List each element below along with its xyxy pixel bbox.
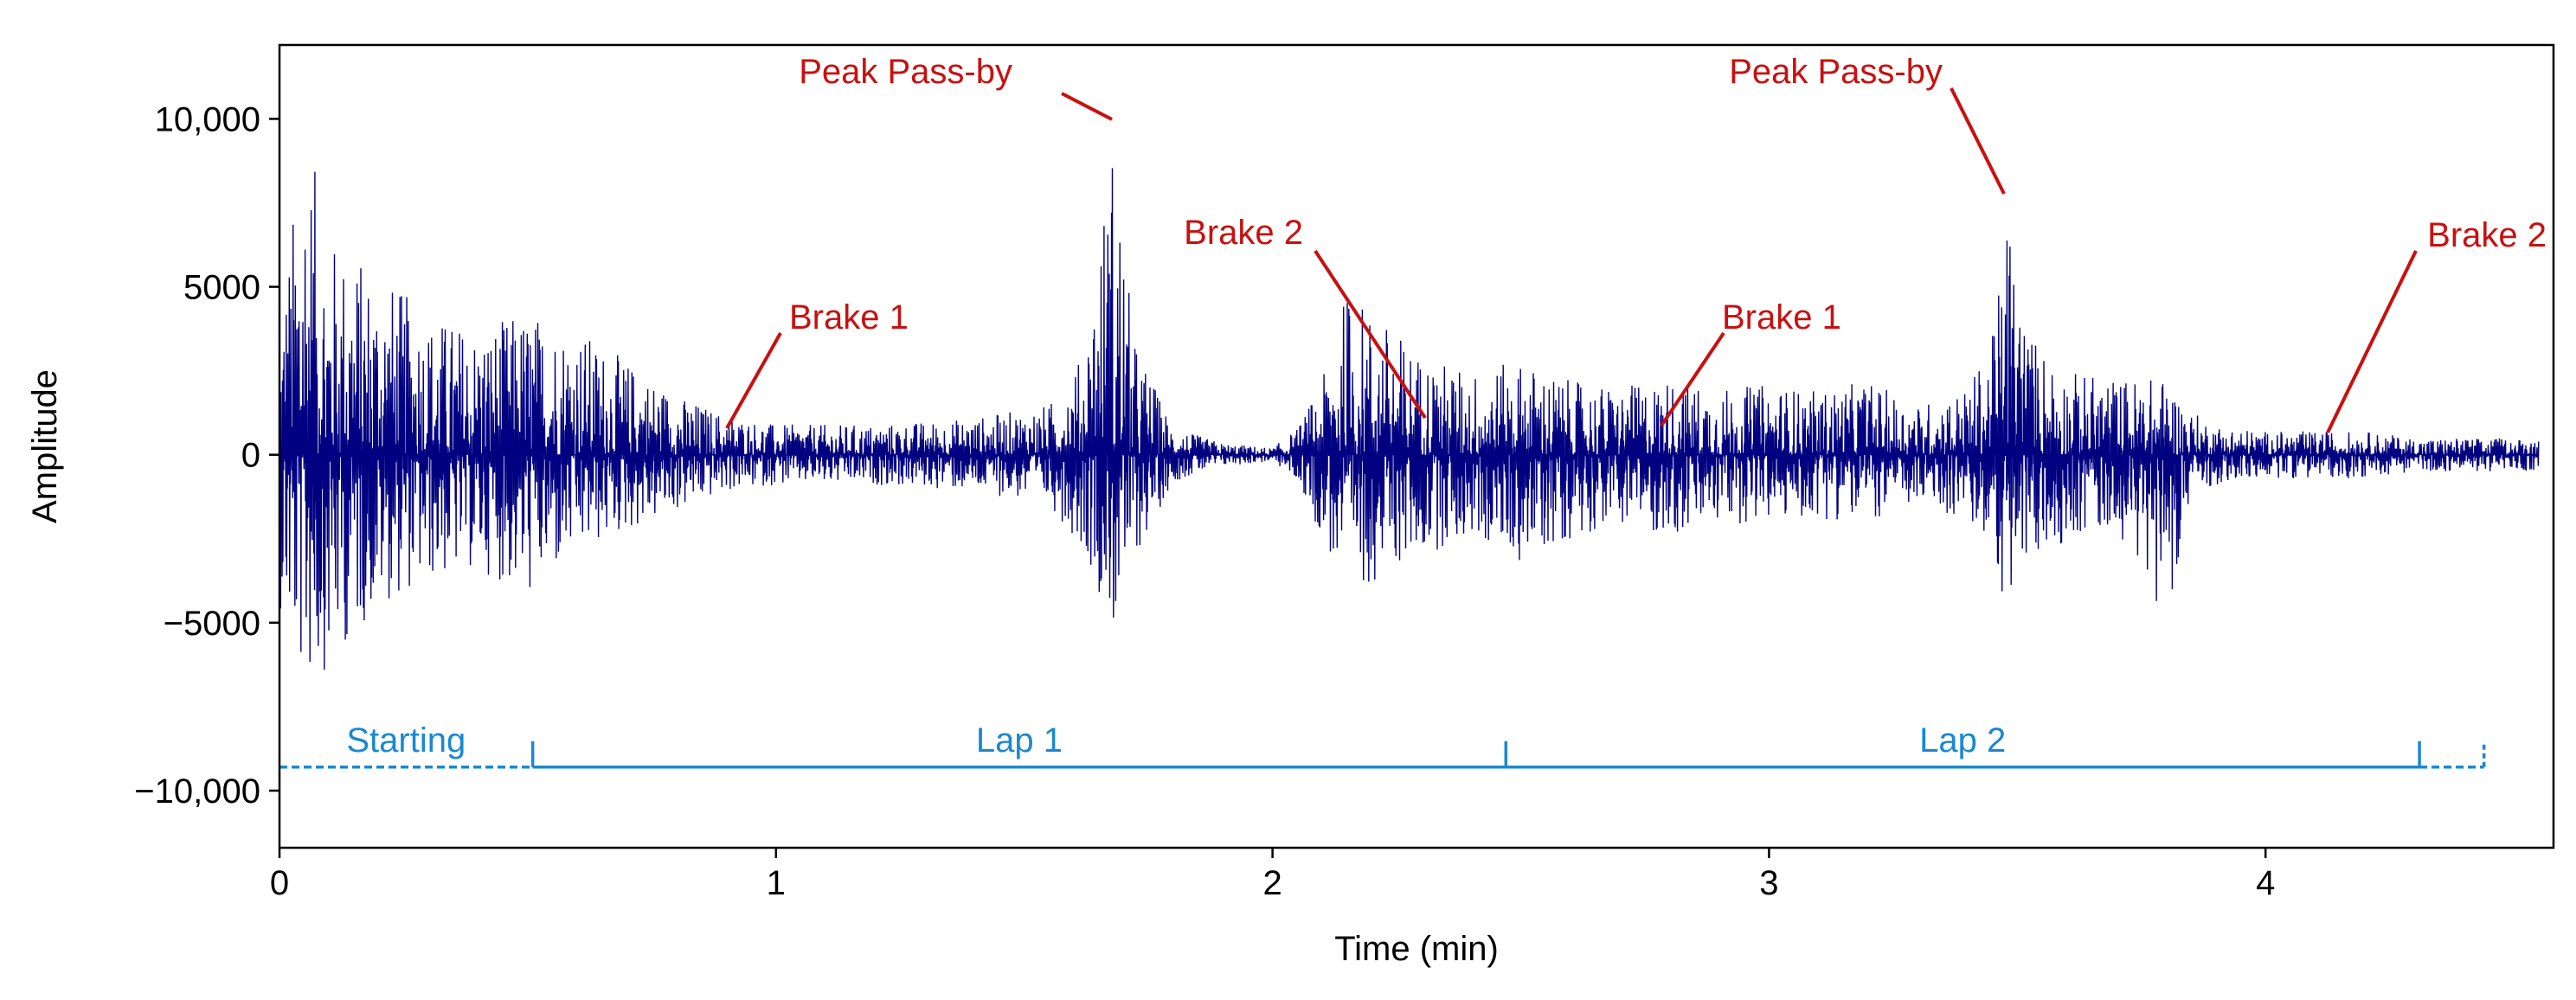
- lap-segment-label: Lap 1: [976, 721, 1063, 760]
- x-tick-label: 4: [2256, 864, 2275, 902]
- annotation-leader-line: [1314, 249, 1427, 420]
- y-tick-label: 10,000: [155, 100, 260, 138]
- lap-timeline: Starting Lap 1 Lap 2: [279, 721, 2486, 769]
- plot-frame: [278, 43, 2555, 849]
- annotation-leader-line: [1950, 87, 2006, 195]
- annotation-label: Brake 1: [1722, 298, 1841, 337]
- x-tick-label: 0: [270, 864, 289, 902]
- x-axis: 0 1 2 3 4: [270, 848, 2275, 902]
- signal-series-1: [279, 168, 2540, 670]
- y-tick-label: 5000: [183, 269, 260, 307]
- y-tick-label: −10,000: [134, 772, 260, 811]
- annotation-leader-line: [1061, 92, 1113, 121]
- y-axis: 10,000 5000 0 −5000 −10,000: [134, 100, 279, 811]
- annotation-leader-line: [725, 332, 782, 429]
- annotation-label: Peak Pass-by: [799, 53, 1012, 91]
- annotations-layer: Peak Pass-by Brake 1 Brake 2 Brake 1 Peak Pa…: [725, 53, 2547, 433]
- y-axis-label: Amplitude: [26, 369, 64, 523]
- lap-segment-label: Lap 2: [1919, 721, 2006, 760]
- annotation-leader-line: [1660, 331, 1725, 427]
- signal-layer: [279, 168, 2540, 670]
- annotation-label: Peak Pass-by: [1729, 53, 1943, 91]
- y-tick-label: −5000: [164, 605, 260, 643]
- x-axis-label: Time (min): [1334, 930, 1499, 968]
- annotation-label: Brake 2: [2427, 216, 2547, 254]
- x-tick-label: 2: [1262, 864, 1282, 902]
- annotation-leader-line: [2326, 250, 2418, 433]
- x-tick-label: 3: [1759, 864, 1778, 902]
- y-tick-label: 0: [241, 437, 260, 475]
- annotation-label: Brake 2: [1184, 214, 1303, 252]
- lap-segment-label: Starting: [346, 721, 466, 760]
- x-tick-label: 1: [767, 864, 786, 902]
- annotation-label: Brake 1: [789, 298, 909, 337]
